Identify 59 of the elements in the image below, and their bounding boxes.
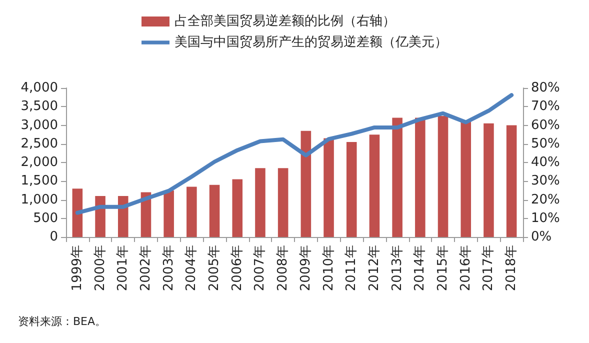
bar [415,118,426,237]
bar [72,188,83,237]
bar [438,116,448,237]
x-tick-label: 2018年 [504,245,520,292]
x-tick-label: 2007年 [252,245,268,292]
y-tick-label: 4,000 [20,80,58,96]
bar [300,130,312,237]
y-tick-label: 1,000 [20,192,58,208]
x-tick-label: 2014年 [412,245,428,292]
bar [392,118,402,237]
y-tick-label: 3,000 [20,118,58,133]
x-tick-label: 2017年 [481,245,496,292]
x-tick-label: 2006年 [230,245,245,292]
bar [484,123,494,237]
x-tick-label: 2008年 [276,245,291,292]
x-tick-label: 2010年 [321,245,336,292]
y2-tick-label: 0% [531,230,552,244]
bar [346,142,357,237]
bar [232,179,243,237]
y2-tick-label: 30% [531,174,560,189]
y2-tick-label: 70% [531,99,560,114]
y-tick-label: 2,500 [20,136,58,152]
y2-tick-label: 10% [531,210,560,226]
bar [506,125,517,237]
bar [460,122,472,237]
y-tick-label: 1,500 [20,174,58,189]
x-tick-label: 2015年 [436,245,451,292]
bar [186,186,197,237]
y2-tick-label: 20% [531,192,560,208]
legend-label: 美国与中国贸易所产生的贸易逆差额（亿美元） [174,34,448,50]
bar [369,134,380,237]
y-tick-label: 0 [50,230,58,244]
x-tick-label: 2005年 [207,245,222,292]
x-tick-label: 2011年 [344,245,360,292]
x-tick-label: 2003年 [161,245,176,292]
x-tick-label: 2000年 [92,245,108,292]
legend-label: 占全部美国贸易逆差额的比例（右轴） [174,13,396,29]
x-tick-label: 2009年 [298,245,314,292]
line-series [75,93,514,215]
x-tick-label: 2012年 [366,245,382,292]
y-tick-label: 500 [33,210,58,226]
x-tick-label: 1999年 [70,245,85,292]
x-tick-label: 2002年 [138,245,154,292]
y-tick-label: 3,500 [20,99,58,114]
x-tick-label: 2001年 [116,245,131,292]
bar [255,168,266,237]
y2-tick-label: 50% [531,136,560,152]
x-tick-label: 2013年 [390,245,405,292]
bar [209,184,220,237]
y2-tick-label: 80% [531,80,560,96]
bar [164,190,174,237]
x-tick-label: 2004年 [184,245,200,292]
bar [278,168,288,237]
y2-tick-label: 40% [531,155,560,170]
y2-tick-label: 60% [531,118,560,133]
x-tick-label: 2016年 [458,245,474,292]
bar [324,138,334,237]
y-tick-label: 2,000 [20,155,58,170]
text: 资料来源：BEA。 [18,315,106,328]
